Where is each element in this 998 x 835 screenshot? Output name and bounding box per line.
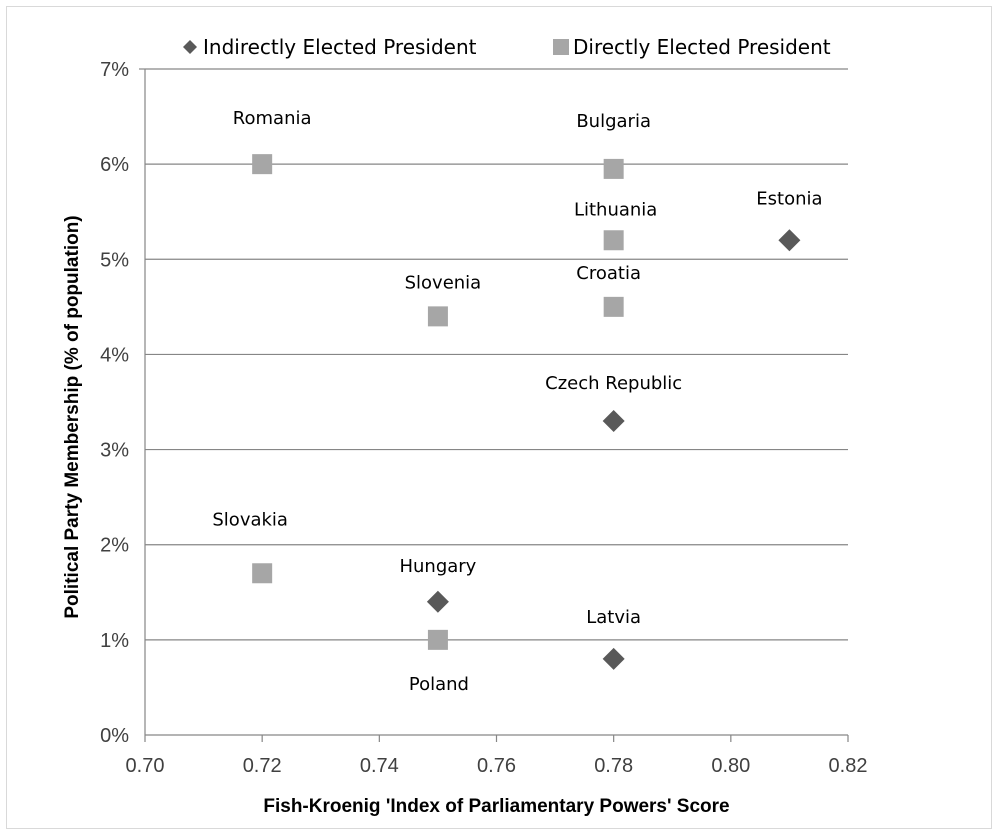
axes: [139, 68, 849, 742]
legend-square-marker: [553, 39, 569, 55]
point-czech-republic: [602, 410, 625, 433]
point-croatia: [603, 296, 624, 317]
y-tick-label: 3%: [100, 440, 129, 462]
label-backing: [566, 109, 661, 134]
legend: Indirectly Elected President Directly Ele…: [183, 35, 831, 59]
x-tick-label: 0.76: [477, 755, 516, 777]
y-tick-label: 1%: [100, 630, 129, 652]
point-label: Hungary: [399, 556, 476, 577]
label-backing: [395, 271, 490, 296]
point-label: Poland: [409, 674, 469, 695]
x-tick-label: 0.78: [594, 755, 633, 777]
point-label: Latvia: [586, 607, 641, 628]
point-slovenia: [427, 306, 448, 327]
point-estonia: [778, 229, 801, 252]
point-label: Lithuania: [574, 199, 657, 220]
chart-frame: [6, 6, 992, 829]
point-label: Estonia: [756, 188, 822, 209]
point-slovakia: [252, 563, 273, 584]
point-lithuania: [603, 230, 624, 251]
x-tick-label: 0.70: [126, 755, 165, 777]
point-label: Romania: [233, 108, 312, 129]
point-label: Slovenia: [405, 272, 482, 293]
point-latvia: [602, 647, 625, 670]
point-label: Bulgaria: [576, 111, 651, 132]
y-tick-label: 0%: [100, 725, 129, 747]
label-backing: [535, 372, 693, 397]
label-backing: [230, 107, 314, 132]
point-label: Croatia: [576, 263, 641, 284]
x-tick-label: 0.72: [243, 755, 282, 777]
y-tick-label: 4%: [100, 344, 129, 366]
y-tick-label: 6%: [100, 154, 129, 176]
x-tick-label: 0.74: [360, 755, 399, 777]
label-backing: [747, 187, 832, 212]
y-tick-label: 2%: [100, 535, 129, 557]
label-backing: [396, 554, 480, 579]
point-labels: Estonia Czech Republic Hungary Latvia Romani…: [203, 107, 832, 697]
point-bulgaria: [603, 158, 624, 179]
label-backing: [402, 672, 476, 697]
y-axis-title: Political Party Membership (% of populat…: [62, 215, 83, 618]
point-hungary: [426, 590, 449, 613]
label-backing: [566, 261, 651, 286]
legend-diamond-marker: [183, 40, 197, 54]
label-backing: [577, 605, 651, 630]
x-tick-label: 0.80: [711, 755, 750, 777]
tick-labels: 0% 1% 2% 3% 4% 5% 6% 7% 0.70 0.72 0.74 0.76 0.78 0.80…: [100, 59, 867, 777]
y-tick-label: 7%: [100, 59, 129, 81]
point-poland: [427, 629, 448, 650]
point-label: Czech Republic: [545, 373, 682, 394]
x-axis-title: Fish-Kroenig 'Index of Parliamentary Pow…: [263, 796, 729, 817]
legend-label: Directly Elected President: [573, 35, 831, 59]
y-tick-label: 5%: [100, 249, 129, 271]
data-points: [252, 154, 801, 670]
legend-label: Indirectly Elected President: [203, 35, 477, 59]
x-tick-label: 0.82: [829, 755, 868, 777]
point-romania: [252, 154, 273, 175]
gridlines: [145, 68, 848, 641]
label-backing: [563, 198, 668, 223]
point-label: Slovakia: [212, 509, 288, 530]
label-backing: [203, 508, 298, 533]
